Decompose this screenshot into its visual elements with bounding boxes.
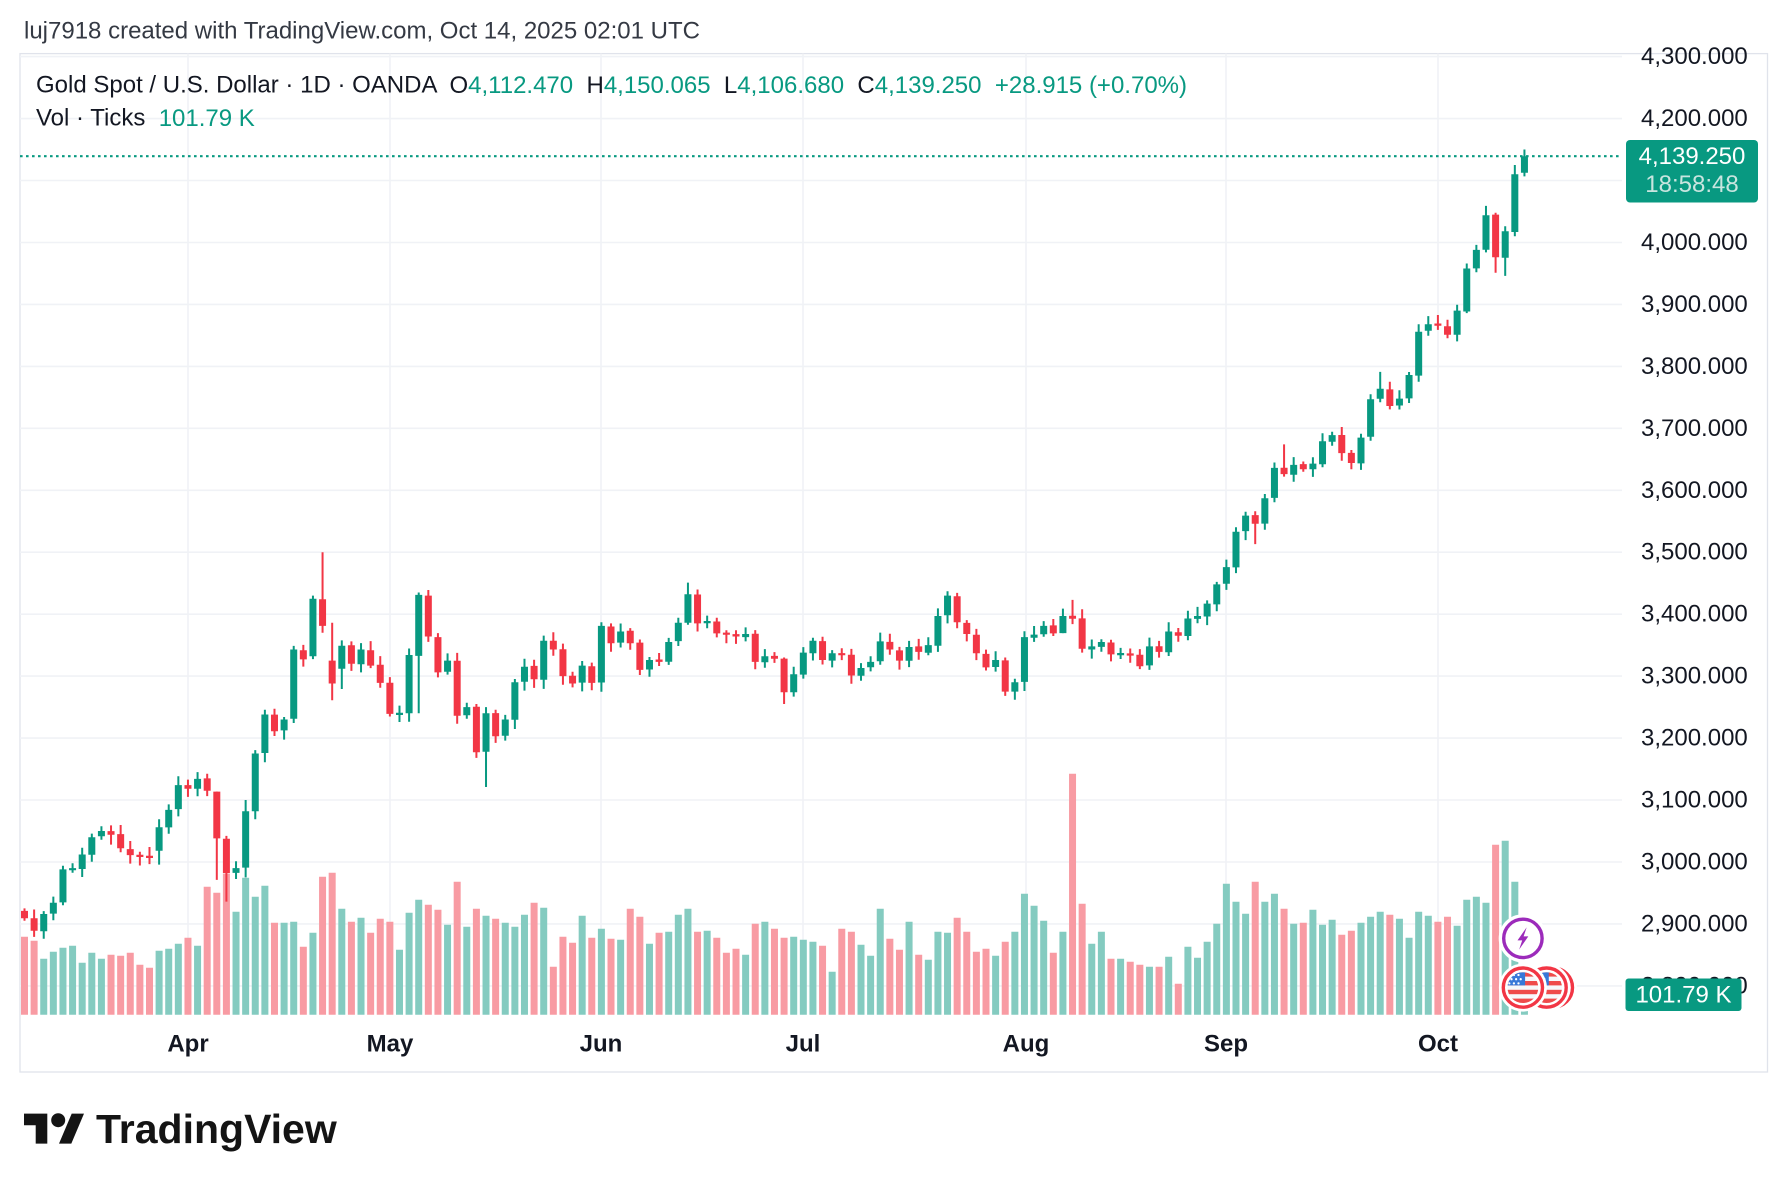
svg-text:3,000.000: 3,000.000 [1641,849,1748,876]
svg-text:Aug: Aug [1003,1031,1050,1058]
svg-text:3,500.000: 3,500.000 [1641,539,1748,566]
svg-text:3,300.000: 3,300.000 [1641,663,1748,690]
svg-text:May: May [367,1031,414,1058]
svg-text:4,200.000: 4,200.000 [1641,105,1748,132]
svg-text:Gold Spot / U.S. Dollar · 1D ·: Gold Spot / U.S. Dollar · 1D · OANDA O4,… [36,72,1187,99]
svg-text:Oct: Oct [1418,1031,1458,1058]
svg-text:Vol · Ticks 101.79 K: Vol · Ticks 101.79 K [36,105,255,132]
svg-text:Jun: Jun [580,1031,623,1058]
svg-text:4,000.000: 4,000.000 [1641,229,1748,256]
svg-text:4,139.250: 4,139.250 [1639,143,1746,170]
svg-text:2,900.000: 2,900.000 [1641,910,1748,937]
svg-text:Jul: Jul [786,1031,821,1058]
svg-text:Apr: Apr [167,1031,208,1058]
svg-text:3,900.000: 3,900.000 [1641,291,1748,318]
svg-text:101.79 K: 101.79 K [1635,982,1731,1009]
svg-text:3,400.000: 3,400.000 [1641,601,1748,628]
svg-text:3,600.000: 3,600.000 [1641,477,1748,504]
svg-text:3,800.000: 3,800.000 [1641,353,1748,380]
svg-text:Sep: Sep [1204,1031,1248,1058]
svg-text:4,300.000: 4,300.000 [1641,43,1748,70]
svg-text:3,200.000: 3,200.000 [1641,725,1748,752]
svg-text:18:58:48: 18:58:48 [1645,171,1738,198]
svg-text:luj7918 created with TradingVi: luj7918 created with TradingView.com, Oc… [24,18,700,45]
svg-text:3,700.000: 3,700.000 [1641,415,1748,442]
svg-text:TradingView: TradingView [96,1106,337,1152]
svg-text:3,100.000: 3,100.000 [1641,787,1748,814]
